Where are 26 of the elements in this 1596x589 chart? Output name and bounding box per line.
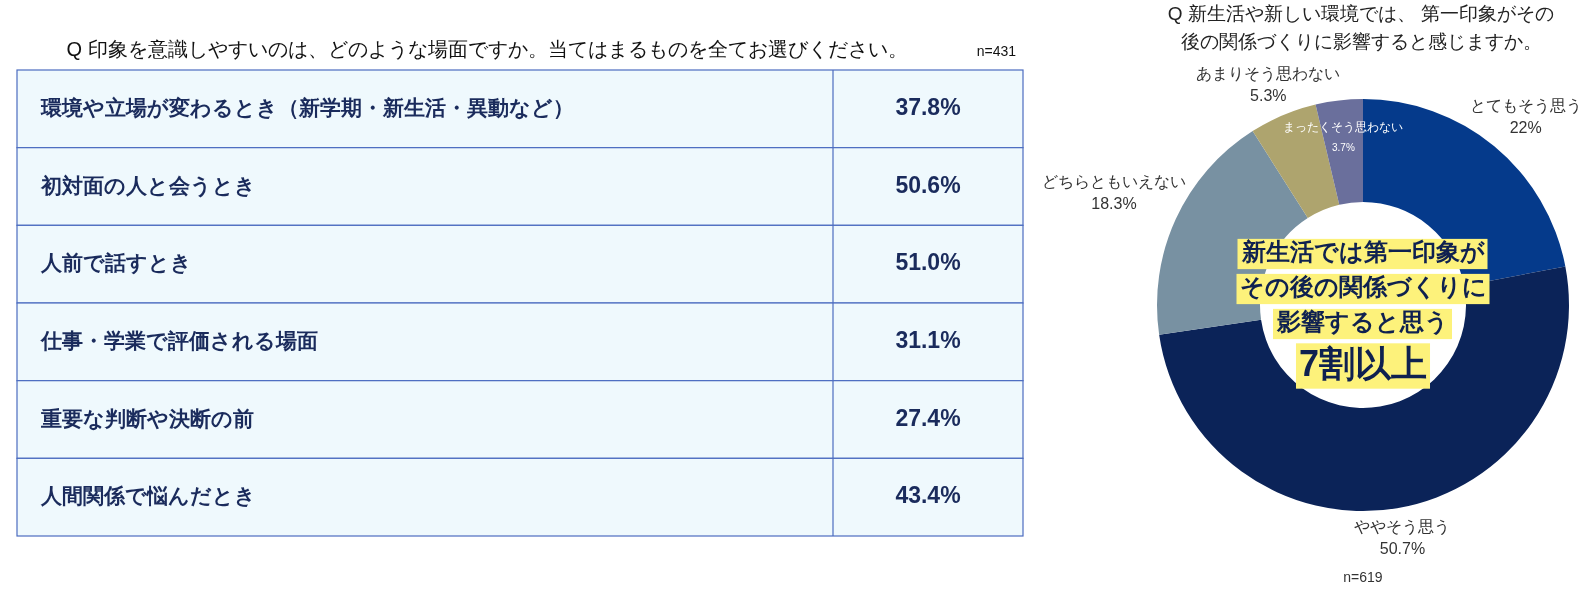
category-label: 環境や立場が変わるとき（新学期・新生活・異動など） xyxy=(40,95,574,120)
data-label: 51.0% xyxy=(895,249,961,276)
data-label: 31.1% xyxy=(895,326,961,353)
data-label: 18.3% xyxy=(1091,195,1137,213)
slice-label: あまりそう思わない xyxy=(1196,64,1341,83)
text: Q 印象を意識しやすいのは、どのような場面ですか。当てはまるものを全てお選びください。 xyxy=(66,38,908,61)
category-label: 初対面の人と会うとき xyxy=(40,173,256,198)
data-label: 37.8% xyxy=(895,93,961,120)
category-label: 人前で話すとき xyxy=(40,250,192,275)
donut-slice xyxy=(1159,266,1569,511)
data-label: 43.4% xyxy=(895,482,961,509)
text: n=619 xyxy=(1343,568,1383,585)
data-label: 27.4% xyxy=(895,404,961,431)
category-label: 人間関係で悩んだとき xyxy=(40,483,256,508)
chart-title: Q 新生活や新しい環境では、 第一印象がその後の関係づくりに影響すると感じますか。 xyxy=(1167,3,1555,53)
data-label: 50.6% xyxy=(895,171,961,198)
category-label: 仕事・学業で評価される場面 xyxy=(40,328,318,352)
data-label: 3.7% xyxy=(1332,141,1355,153)
data-label: 5.3% xyxy=(1250,86,1287,104)
data-label: 22% xyxy=(1509,119,1542,137)
category-label: 重要な判断や決断の前 xyxy=(40,406,254,431)
slice-label: とてもそう思う xyxy=(1469,97,1582,116)
data-label: 50.7% xyxy=(1379,539,1426,557)
slice-label: ややそう思う xyxy=(1354,517,1451,536)
text: n=431 xyxy=(976,42,1017,59)
slice-label: どちらともいえない xyxy=(1041,173,1186,191)
